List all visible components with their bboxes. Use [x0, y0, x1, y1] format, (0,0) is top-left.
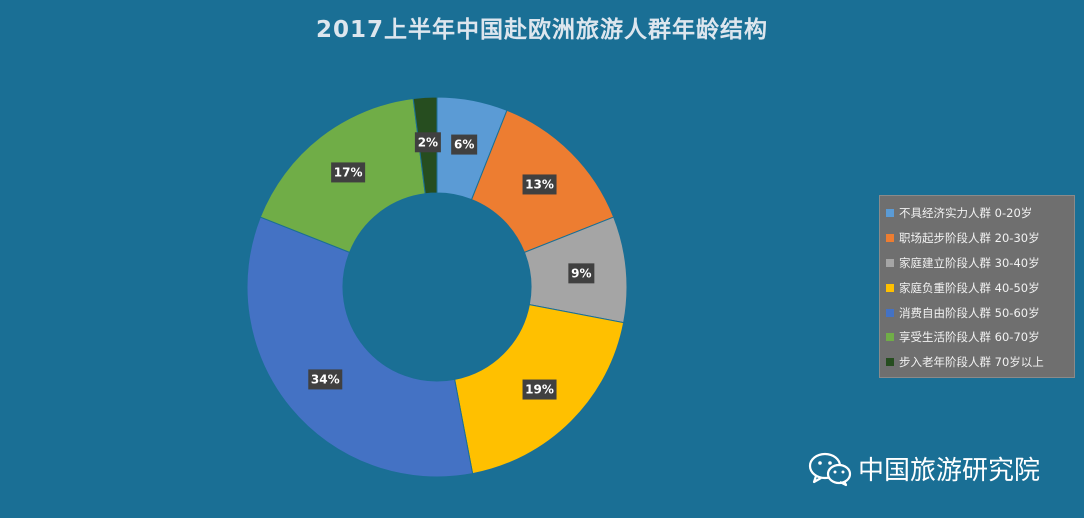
- legend-item-7: 步入老年阶段人群 70岁以上: [886, 350, 1068, 375]
- legend-label: 家庭负重阶段人群 40-50岁: [899, 280, 1040, 295]
- legend-label: 享受生活阶段人群 60-70岁: [899, 330, 1040, 345]
- legend-label: 步入老年阶段人群 70岁以上: [899, 355, 1044, 370]
- legend-swatch: [886, 308, 894, 317]
- legend-item-5: 消费自由阶段人群 50-60岁: [886, 300, 1068, 325]
- data-label-text: 13%: [525, 177, 554, 191]
- data-label-box: [451, 134, 478, 155]
- legend-item-6: 享受生活阶段人群 60-70岁: [886, 325, 1068, 350]
- data-label-text: 2%: [418, 135, 438, 149]
- donut-slices: [246, 96, 628, 478]
- data-label-text: 9%: [571, 266, 591, 280]
- donut-slice-5: [246, 216, 474, 478]
- data-label-text: 6%: [454, 138, 474, 152]
- data-label-1: 6%: [451, 134, 478, 155]
- data-label-box: [522, 379, 557, 400]
- data-label-6: 17%: [331, 162, 366, 183]
- data-label-text: 17%: [334, 165, 363, 179]
- data-label-4: 19%: [522, 379, 557, 400]
- data-label-box: [414, 132, 441, 153]
- legend-swatch: [886, 258, 894, 267]
- chart-title: 2017上半年中国赴欧洲旅游人群年龄结构: [315, 17, 768, 43]
- data-label-7: 2%: [414, 132, 441, 153]
- data-label-box: [331, 162, 366, 183]
- data-label-text: 19%: [525, 383, 554, 397]
- legend-swatch: [886, 283, 894, 292]
- data-label-5: 34%: [308, 369, 343, 390]
- legend-item-1: 不具经济实力人群 0-20岁: [886, 201, 1068, 226]
- legend-swatch: [886, 234, 894, 243]
- legend-item-3: 家庭建立阶段人群 30-40岁: [886, 251, 1068, 276]
- data-label-box: [308, 369, 343, 390]
- legend-item-4: 家庭负重阶段人群 40-50岁: [886, 275, 1068, 300]
- legend-label: 职场起步阶段人群 20-30岁: [899, 231, 1040, 246]
- data-label-2: 13%: [522, 174, 557, 195]
- legend-label: 不具经济实力人群 0-20岁: [899, 206, 1033, 221]
- watermark: 中国旅游研究院: [808, 450, 1040, 487]
- legend-item-2: 职场起步阶段人群 20-30岁: [886, 226, 1068, 251]
- chart-legend: 不具经济实力人群 0-20岁 职场起步阶段人群 20-30岁 家庭建立阶段人群 30…: [879, 195, 1075, 378]
- legend-label: 消费自由阶段人群 50-60岁: [899, 305, 1040, 320]
- donut-data-labels: 6% 13% 9% 19% 34% 17% 2%: [308, 132, 595, 400]
- wechat-icon: [808, 452, 852, 486]
- data-label-3: 9%: [568, 263, 595, 284]
- watermark-text: 中国旅游研究院: [858, 456, 1041, 486]
- data-label-text: 34%: [311, 372, 340, 386]
- legend-swatch: [886, 333, 894, 342]
- legend-label: 家庭建立阶段人群 30-40岁: [899, 255, 1040, 270]
- legend-swatch: [886, 209, 894, 218]
- legend-swatch: [886, 358, 894, 367]
- data-label-box: [522, 174, 557, 195]
- data-label-box: [568, 263, 595, 284]
